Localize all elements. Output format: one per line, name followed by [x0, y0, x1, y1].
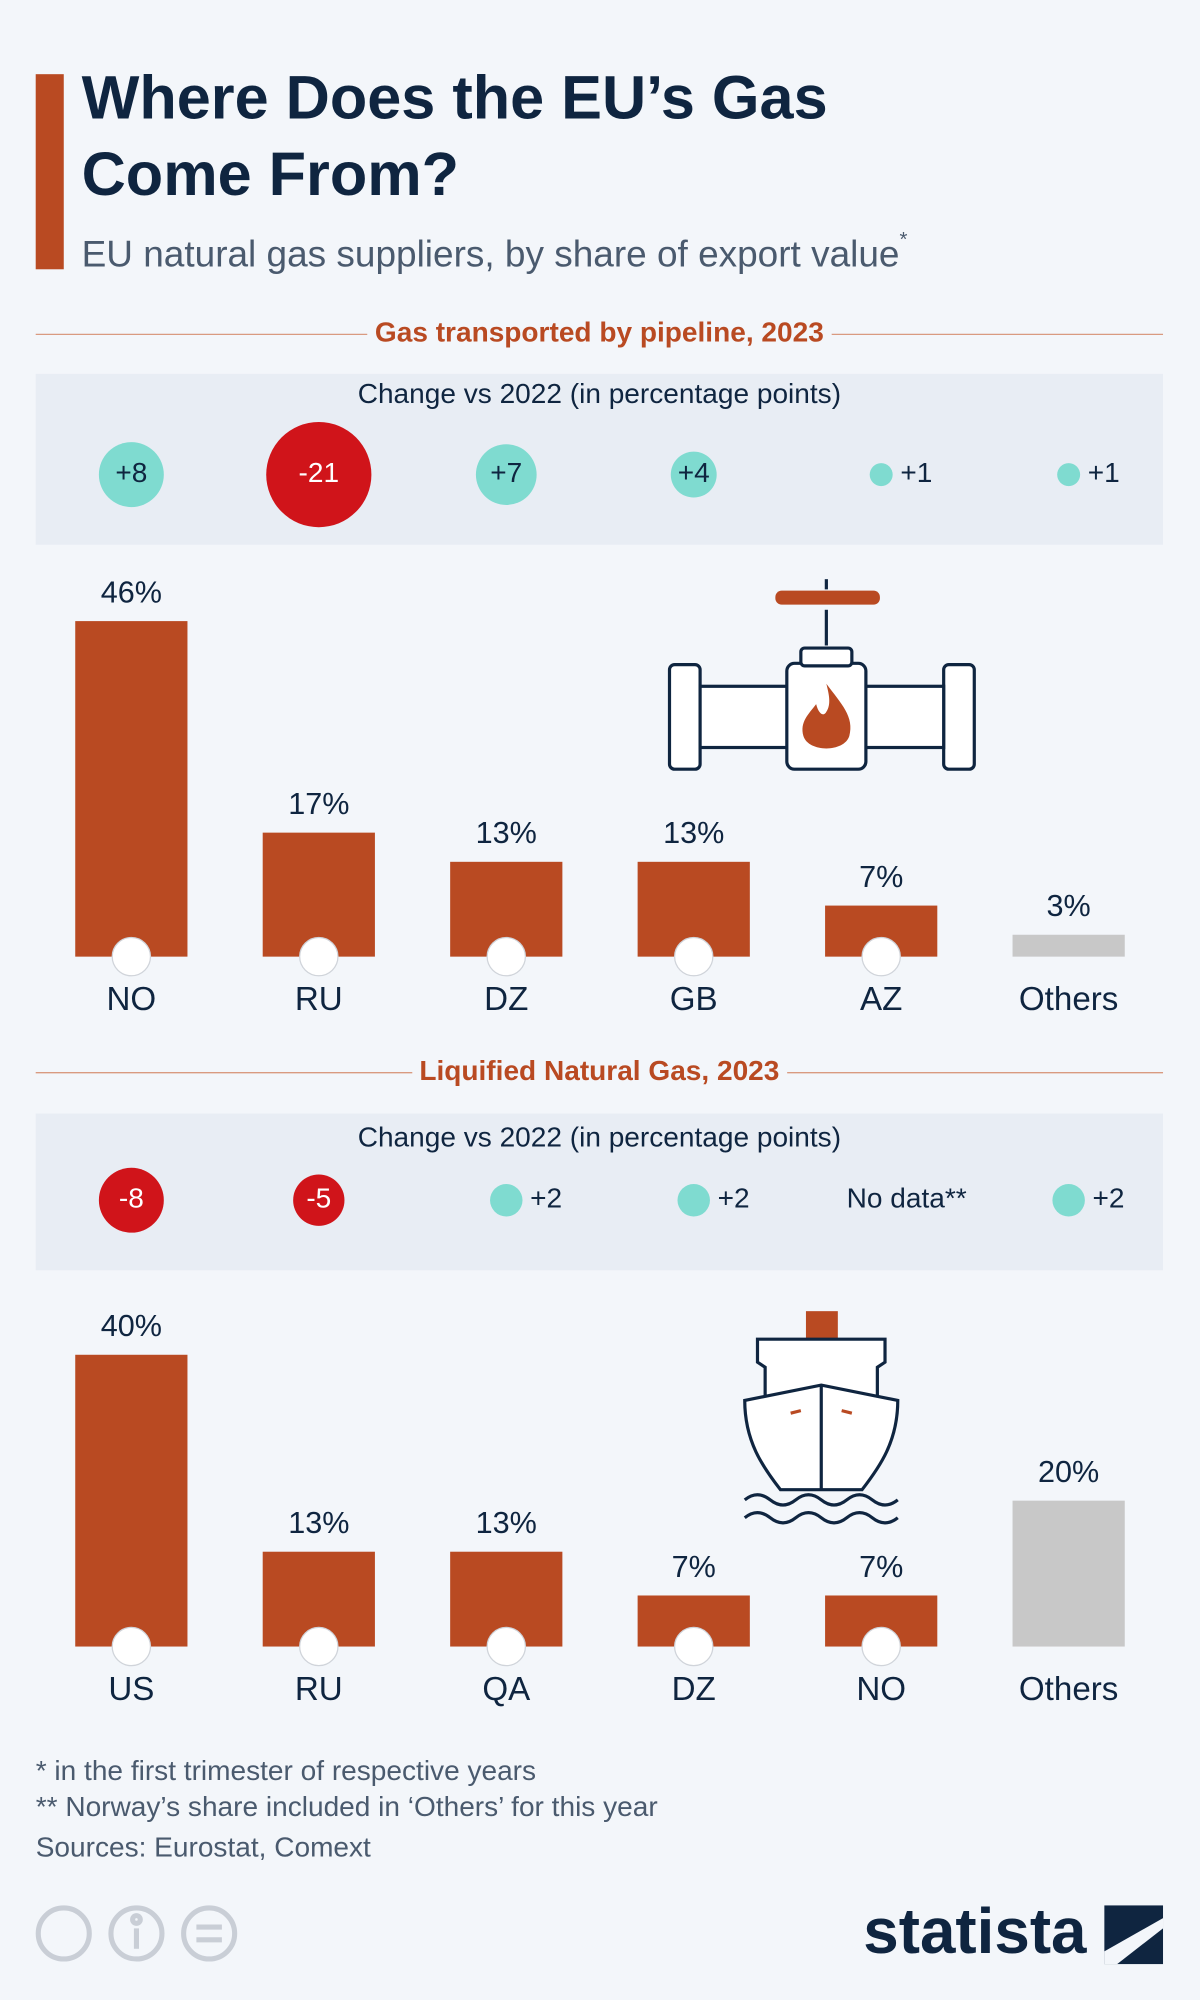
ship-icon	[743, 1311, 900, 1525]
value-label: 40%	[101, 1309, 162, 1343]
change-bubble	[98, 442, 164, 508]
change-title: Change vs 2022 (in percentage points)	[358, 378, 841, 409]
flag	[861, 1626, 901, 1667]
footnote: ** Norway’s share included in ‘Others’ f…	[36, 1791, 658, 1822]
change-bubble	[1057, 463, 1081, 487]
flag	[486, 936, 527, 977]
change-panel	[35, 1113, 1164, 1271]
change-label: +2	[718, 1183, 750, 1214]
title-line: Where Does the EU’s Gas	[82, 63, 828, 131]
value-label: 7%	[859, 1550, 903, 1584]
change-bubble	[670, 451, 717, 498]
subtitle: EU natural gas suppliers, by share of ex…	[82, 230, 908, 275]
value-label: 7%	[859, 860, 903, 894]
brand-logo	[1104, 1905, 1164, 1965]
category-label: Others	[1019, 1671, 1118, 1708]
category-label: DZ	[484, 981, 528, 1018]
bar	[75, 1354, 188, 1647]
category-label: RU	[295, 981, 343, 1018]
subtitle-note: *	[899, 230, 907, 252]
flag	[861, 936, 901, 977]
bar	[1012, 934, 1125, 957]
bar	[1012, 1500, 1125, 1647]
flag	[673, 1626, 714, 1667]
value-label: 17%	[288, 787, 349, 821]
footnote: * in the first trimester of respective y…	[36, 1755, 536, 1786]
bar	[262, 832, 375, 957]
change-bubble	[490, 1183, 523, 1217]
change-label: +4	[678, 457, 710, 488]
flag	[111, 1626, 152, 1667]
value-label: 13%	[476, 1506, 537, 1540]
bar	[75, 621, 188, 957]
change-bubble	[1052, 1183, 1085, 1217]
category-label: QA	[482, 1671, 531, 1708]
value-label: 13%	[663, 816, 724, 850]
brand: statista	[863, 1895, 1087, 1967]
title-line: Come From?	[82, 140, 459, 208]
license-icons	[35, 1905, 238, 1962]
flag	[299, 936, 339, 977]
change-label: -8	[119, 1183, 144, 1214]
change-title: Change vs 2022 (in percentage points)	[358, 1121, 841, 1152]
category-label: NO	[856, 1671, 906, 1708]
category-label: GB	[670, 981, 718, 1018]
change-bubble	[293, 1174, 345, 1226]
change-label: +2	[1093, 1183, 1125, 1214]
change-bubble	[869, 463, 893, 487]
title-accent	[35, 74, 64, 270]
change-label: +7	[490, 457, 522, 488]
change-bubble	[266, 422, 372, 528]
category-label: Others	[1019, 981, 1118, 1018]
value-label: 3%	[1047, 889, 1091, 923]
flag	[299, 1626, 339, 1667]
change-label: No data**	[847, 1183, 967, 1214]
category-label: DZ	[672, 1671, 716, 1708]
flag	[486, 1626, 527, 1667]
category-label: US	[108, 1671, 154, 1708]
pipe-icon	[667, 579, 976, 771]
value-label: 13%	[288, 1506, 349, 1540]
value-label: 13%	[476, 816, 537, 850]
category-label: NO	[106, 981, 156, 1018]
change-bubble	[98, 1167, 164, 1233]
change-bubble	[677, 1183, 710, 1217]
change-label: -21	[299, 457, 340, 488]
change-label: +8	[115, 457, 147, 488]
flag	[673, 936, 714, 977]
value-label: 46%	[101, 575, 162, 609]
flag	[111, 936, 152, 977]
value-label: 7%	[672, 1550, 716, 1584]
change-panel	[35, 373, 1164, 545]
change-label: +1	[900, 457, 932, 488]
section-title: Liquified Natural Gas, 2023	[419, 1055, 779, 1086]
category-label: RU	[295, 1671, 343, 1708]
change-label: +2	[530, 1183, 562, 1214]
change-bubble	[475, 444, 537, 505]
change-label: -5	[306, 1183, 331, 1214]
change-label: +1	[1088, 457, 1120, 488]
category-label: AZ	[860, 981, 902, 1018]
section-title: Gas transported by pipeline, 2023	[375, 317, 824, 348]
value-label: 20%	[1038, 1455, 1099, 1489]
subtitle-text: EU natural gas suppliers, by share of ex…	[82, 233, 900, 274]
sources: Sources: Eurostat, Comext	[36, 1832, 371, 1863]
